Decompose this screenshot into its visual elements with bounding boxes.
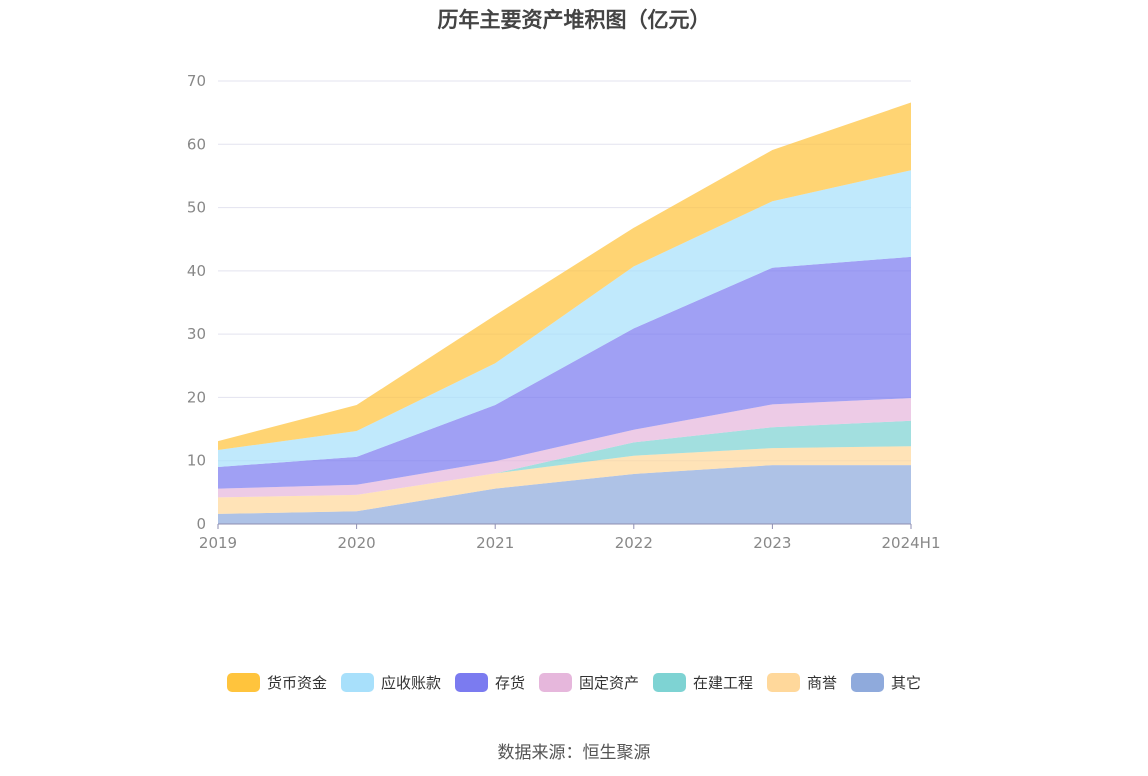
- x-tick-label: 2024H1: [882, 534, 941, 552]
- legend-swatch: [653, 673, 686, 692]
- legend-label: 固定资产: [578, 674, 639, 692]
- axes: 0 10 20 30 40 50 60 70 2019 2020 2021 2022 2023 2024H…: [187, 72, 941, 552]
- y-tick-label: 10: [187, 452, 206, 470]
- legend-label: 货币资金: [266, 674, 327, 692]
- y-tick-label: 0: [196, 515, 206, 533]
- y-tick-label: 20: [187, 388, 206, 406]
- legend-label: 存货: [494, 674, 525, 692]
- x-tick-label: 2023: [753, 534, 791, 552]
- legend-label: 其它: [891, 674, 922, 692]
- area-其它[interactable]: [218, 465, 911, 524]
- y-tick-label: 40: [187, 262, 206, 280]
- x-tick-label: 2019: [199, 534, 237, 552]
- legend-item-monetary-funds[interactable]: 货币资金: [226, 672, 327, 693]
- legend-item-goodwill[interactable]: 商誉: [767, 672, 837, 693]
- area-应收账款[interactable]: [218, 170, 911, 467]
- legend-item-fixed-assets[interactable]: 固定资产: [538, 672, 639, 693]
- legend-swatch: [340, 673, 374, 692]
- y-tick-label: 50: [187, 199, 206, 217]
- legend-item-other[interactable]: 其它: [851, 672, 921, 693]
- data-source: 数据来源：恒生聚源: [497, 743, 651, 763]
- y-tick-label: 30: [187, 325, 206, 343]
- area-存货[interactable]: [218, 256, 911, 489]
- legend-swatch: [767, 673, 801, 692]
- area-在建工程[interactable]: [218, 420, 911, 498]
- legend-item-construction[interactable]: 在建工程: [653, 672, 753, 693]
- area-series: [218, 102, 911, 524]
- legend-item-inventory[interactable]: 存货: [454, 672, 525, 693]
- stacked-area-chart: 0 10 20 30 40 50 60 70 2019 2020 2021 2022 2023 2024H…: [187, 72, 941, 552]
- x-tick-label: 2021: [476, 534, 514, 552]
- legend-label: 应收账款: [380, 674, 441, 692]
- legend-label: 在建工程: [693, 674, 754, 692]
- area-固定资产[interactable]: [218, 398, 911, 498]
- x-tick-label: 2020: [338, 534, 376, 552]
- y-tick-label: 60: [187, 135, 206, 153]
- legend-label: 商誉: [807, 674, 838, 692]
- y-tick-label: 70: [187, 72, 206, 90]
- legend-swatch: [226, 673, 260, 692]
- x-tick-label: 2022: [615, 534, 653, 552]
- legend-swatch: [538, 673, 572, 692]
- chart-title: 历年主要资产堆积图（亿元）: [437, 8, 711, 32]
- legend-swatch: [454, 673, 488, 692]
- legend: 货币资金 应收账款 存货 固定资产 在建工程 商誉 其它: [0, 672, 1148, 693]
- area-货币资金[interactable]: [218, 102, 911, 451]
- area-商誉[interactable]: [218, 446, 911, 514]
- legend-item-receivables[interactable]: 应收账款: [340, 672, 441, 693]
- legend-swatch: [851, 673, 885, 692]
